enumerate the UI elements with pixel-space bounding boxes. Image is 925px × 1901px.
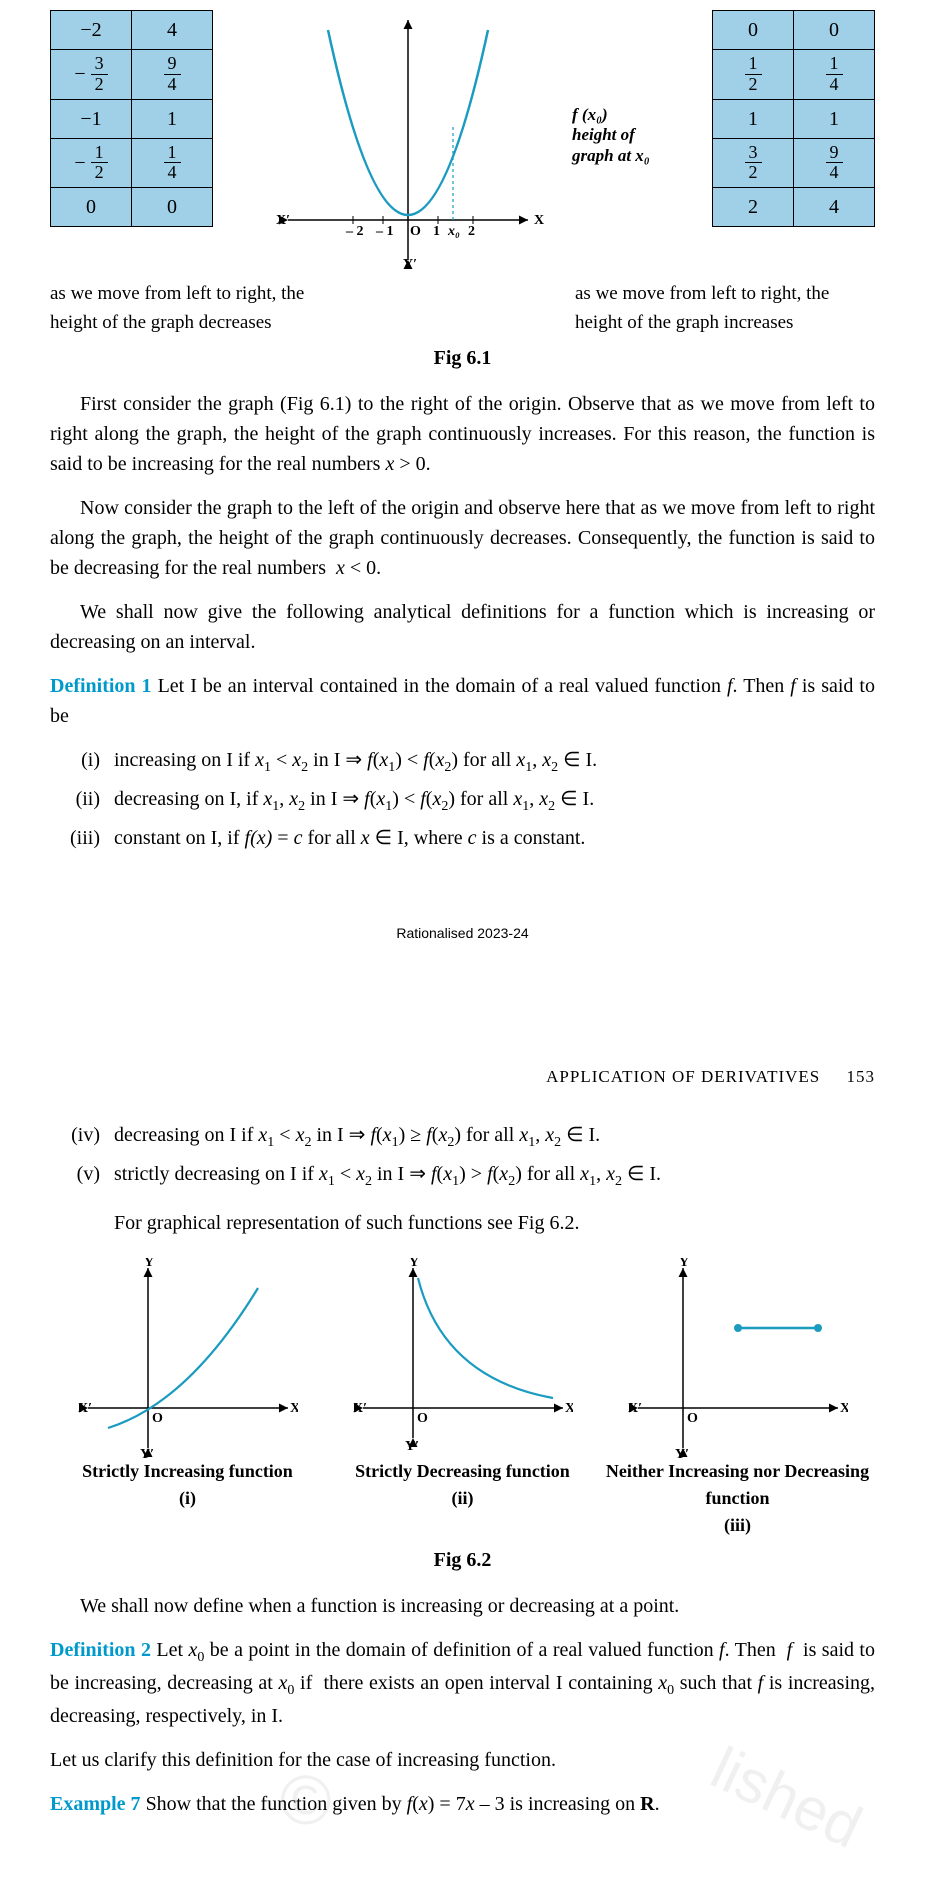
svg-text:O: O [152, 1411, 163, 1426]
definition-1: Definition 1 Let I be an interval contai… [50, 671, 875, 731]
fig62-label: Fig 6.2 [50, 1545, 875, 1575]
svg-text:X: X [534, 213, 544, 228]
fig61-label: Fig 6.1 [50, 343, 875, 373]
svg-text:Y′: Y′ [403, 257, 417, 270]
table-cell: 1 [713, 99, 794, 138]
table-right: 00121411329424 [712, 10, 875, 227]
fig62-title-3: Neither Increasing nor Decreasing functi… [603, 1458, 873, 1512]
fig62-item-1: O X′ X Y Y′ Strictly Increasing function… [53, 1258, 323, 1539]
fig61-region: −24− 3294−11− 121400 – 2 – 1 [50, 10, 875, 270]
table-cell: 4 [132, 11, 213, 50]
table-cell: 14 [794, 50, 875, 100]
svg-text:Y′: Y′ [405, 1439, 419, 1454]
fig61-captions: as we move from left to right, the heigh… [50, 280, 875, 337]
svg-text:– 1: – 1 [375, 224, 394, 239]
fig62-title-1: Strictly Increasing function [53, 1458, 323, 1485]
def2-head: Definition 2 [50, 1639, 151, 1661]
annot-graph-at: graph at x₀ [572, 146, 650, 166]
paragraph-3: We shall now give the following analytic… [50, 597, 875, 657]
svg-text:Y: Y [409, 1258, 419, 1270]
svg-text:x₀: x₀ [447, 224, 460, 239]
table-cell: − 32 [51, 50, 132, 100]
fig62-title-2: Strictly Decreasing function [328, 1458, 598, 1485]
svg-text:X′: X′ [276, 213, 290, 228]
table-cell: 2 [713, 188, 794, 227]
table-cell: − 12 [51, 138, 132, 188]
ex7-head: Example 7 [50, 1793, 141, 1815]
definition-2: Definition 2 Let x0 be a point in the do… [50, 1635, 875, 1731]
header-title: APPLICATION OF DERIVATIVES [546, 1067, 820, 1086]
svg-text:Y: Y [144, 1258, 154, 1270]
paragraph-1: First consider the graph (Fig 6.1) to th… [50, 389, 875, 479]
fig62-item-3: O X′ X Y Y′ Neither Increasing nor Decre… [603, 1258, 873, 1539]
def1-list: (i)increasing on I if x1 < x2 in I ⇒ f(x… [50, 745, 875, 853]
fig62-region: O X′ X Y Y′ Strictly Increasing function… [50, 1258, 875, 1539]
svg-text:2: 2 [468, 224, 475, 239]
table-cell: 0 [713, 11, 794, 50]
fig62-item-2: O X′ X Y Y′ Strictly Decreasing function… [328, 1258, 598, 1539]
table-cell: 12 [713, 50, 794, 100]
svg-text:O: O [687, 1411, 698, 1426]
table-cell: 0 [132, 188, 213, 227]
def1-list-cont: (iv)decreasing on I if x1 < x2 in I ⇒ f(… [50, 1120, 875, 1192]
paragraph-2: Now consider the graph to the left of th… [50, 493, 875, 583]
svg-text:X′: X′ [78, 1401, 92, 1416]
table-cell: 94 [132, 50, 213, 100]
caption-right: as we move from left to right, the heigh… [575, 280, 875, 337]
table-cell: 1 [132, 99, 213, 138]
svg-text:Y′: Y′ [140, 1447, 154, 1458]
svg-text:– 2: – 2 [345, 224, 364, 239]
after-items2: For graphical representation of such fun… [114, 1208, 875, 1238]
table-left: −24− 3294−11− 121400 [50, 10, 213, 227]
svg-text:X: X [565, 1401, 573, 1416]
table-cell: 14 [132, 138, 213, 188]
fig62-sub-3: (iii) [603, 1512, 873, 1539]
svg-text:X′: X′ [353, 1401, 367, 1416]
svg-text:O: O [410, 224, 421, 239]
svg-text:1: 1 [433, 224, 440, 239]
header-page: 153 [847, 1067, 876, 1086]
table-cell: 0 [794, 11, 875, 50]
table-cell: −2 [51, 11, 132, 50]
table-cell: 4 [794, 188, 875, 227]
paragraph-5: Let us clarify this definition for the c… [50, 1745, 875, 1775]
table-cell: 0 [51, 188, 132, 227]
svg-text:Y: Y [679, 1258, 689, 1270]
def1-head: Definition 1 [50, 675, 152, 697]
table-cell: −1 [51, 99, 132, 138]
table-cell: 1 [794, 99, 875, 138]
fig62-sub-2: (ii) [328, 1485, 598, 1512]
table-cell: 94 [794, 138, 875, 188]
table-cell: 32 [713, 138, 794, 188]
annot-fx0: f (x₀) [572, 105, 650, 125]
example-7: Example 7 Show that the function given b… [50, 1789, 875, 1819]
caption-left: as we move from left to right, the heigh… [50, 280, 330, 337]
fig62-sub-1: (i) [53, 1485, 323, 1512]
svg-text:O: O [417, 1411, 428, 1426]
page-header: APPLICATION OF DERIVATIVES 153 [50, 1064, 875, 1090]
svg-text:X: X [290, 1401, 298, 1416]
fig61-graph: – 2 – 1 O 1 x₀ 2 X X′ Y′ [223, 10, 592, 270]
rationalised-footer: Rationalised 2023-24 [50, 923, 875, 944]
paragraph-4: We shall now define when a function is i… [50, 1591, 875, 1621]
annot-height: height of [572, 125, 650, 145]
svg-text:X: X [840, 1401, 848, 1416]
svg-text:Y′: Y′ [675, 1447, 689, 1458]
svg-text:X′: X′ [628, 1401, 642, 1416]
